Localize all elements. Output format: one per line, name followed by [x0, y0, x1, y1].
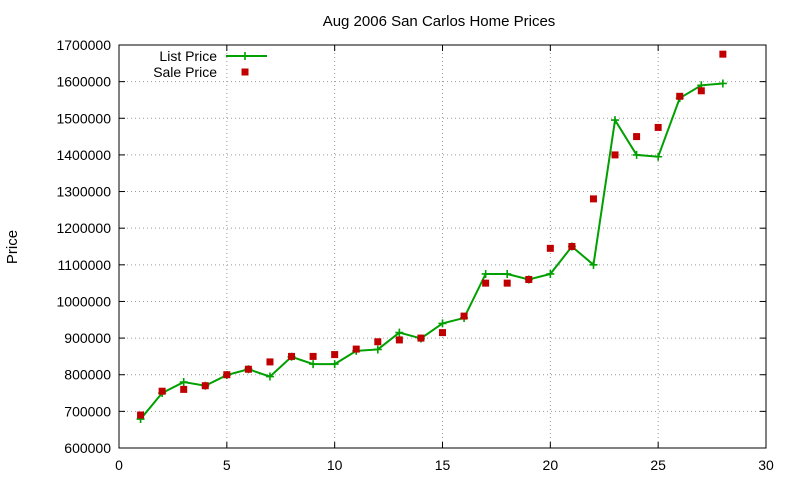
- list-price-line: [139, 82, 723, 420]
- sale-price-point: [525, 275, 533, 283]
- list-price-point: [438, 319, 447, 328]
- sale-price-point: [482, 279, 490, 287]
- sale-price-point: [589, 195, 597, 203]
- axis-ticks: 600000 700000 800000 900000 1000000 1100000 12…: [56, 37, 774, 473]
- y-tick-label: 1300000: [56, 184, 111, 200]
- legend-plus-swatch: [241, 52, 249, 60]
- y-tick-label: 1000000: [56, 293, 111, 309]
- list-price-point: [373, 345, 382, 354]
- x-tick-label: 25: [650, 457, 666, 473]
- list-price-point: [503, 269, 512, 278]
- sale-price-point: [633, 133, 641, 141]
- sale-price-point: [439, 329, 446, 337]
- list-price-point: [309, 360, 318, 369]
- legend-label: List Price: [159, 48, 217, 64]
- legend-square-swatch: [241, 68, 249, 76]
- sale-price-point: [244, 365, 252, 373]
- list-price-point: [481, 269, 490, 278]
- sale-price-point: [266, 358, 274, 366]
- sale-price-point: [417, 334, 425, 342]
- x-tick-label: 15: [435, 457, 451, 473]
- sale-price-point: [137, 411, 145, 419]
- list-price-point: [654, 152, 663, 161]
- y-tick-label: 1700000: [56, 37, 111, 53]
- chart-title: Aug 2006 San Carlos Home Prices: [323, 13, 556, 30]
- y-tick-label: 600000: [64, 440, 111, 456]
- legend-label: Sale Price: [153, 64, 217, 80]
- sale-price-point: [697, 87, 705, 95]
- sale-price-point: [288, 352, 296, 360]
- sale-price-point: [568, 243, 576, 250]
- sale-price-point: [180, 385, 188, 393]
- sale-price-point: [374, 338, 382, 346]
- sale-price-point: [503, 279, 511, 287]
- y-tick-label: 1600000: [56, 74, 111, 90]
- sale-price-point: [719, 50, 727, 58]
- list-price-point: [546, 269, 555, 278]
- x-tick-label: 0: [115, 457, 123, 473]
- y-tick-label: 1200000: [56, 220, 111, 236]
- sale-price-point: [352, 345, 360, 353]
- y-tick-label: 1500000: [56, 110, 111, 126]
- list-price-point: [179, 378, 188, 387]
- y-tick-label: 1100000: [58, 257, 112, 273]
- sale-price-point: [309, 352, 317, 360]
- x-tick-label: 30: [758, 457, 774, 473]
- list-price-point: [632, 150, 641, 159]
- y-tick-label: 1400000: [56, 147, 111, 163]
- list-price-point: [265, 372, 274, 381]
- list-price-point: [611, 116, 620, 125]
- sale-price-point: [201, 382, 209, 390]
- x-tick-label: 10: [327, 457, 343, 473]
- y-tick-label: 900000: [64, 330, 111, 346]
- y-tick-label: 800000: [64, 367, 111, 383]
- sale-price-point: [654, 123, 662, 131]
- sale-price-point: [331, 351, 339, 359]
- y-axis-label: Price: [4, 230, 21, 264]
- list-price-point: [589, 260, 598, 269]
- sale-price-series: [137, 50, 727, 419]
- x-tick-label: 5: [223, 457, 231, 473]
- grid: [119, 45, 766, 448]
- sale-price-point: [460, 312, 468, 320]
- sale-price-point: [611, 151, 619, 159]
- series-layer: [136, 50, 727, 424]
- list-price-point: [330, 360, 339, 369]
- sale-price-point: [676, 92, 684, 100]
- sale-price-point: [223, 371, 231, 379]
- x-tick-label: 20: [543, 457, 559, 473]
- list-price-point: [395, 328, 404, 337]
- y-tick-label: 700000: [64, 403, 111, 419]
- list-price-point: [718, 79, 727, 88]
- sale-price-point: [546, 244, 554, 252]
- sale-price-point: [395, 336, 403, 344]
- sale-price-point: [158, 387, 166, 395]
